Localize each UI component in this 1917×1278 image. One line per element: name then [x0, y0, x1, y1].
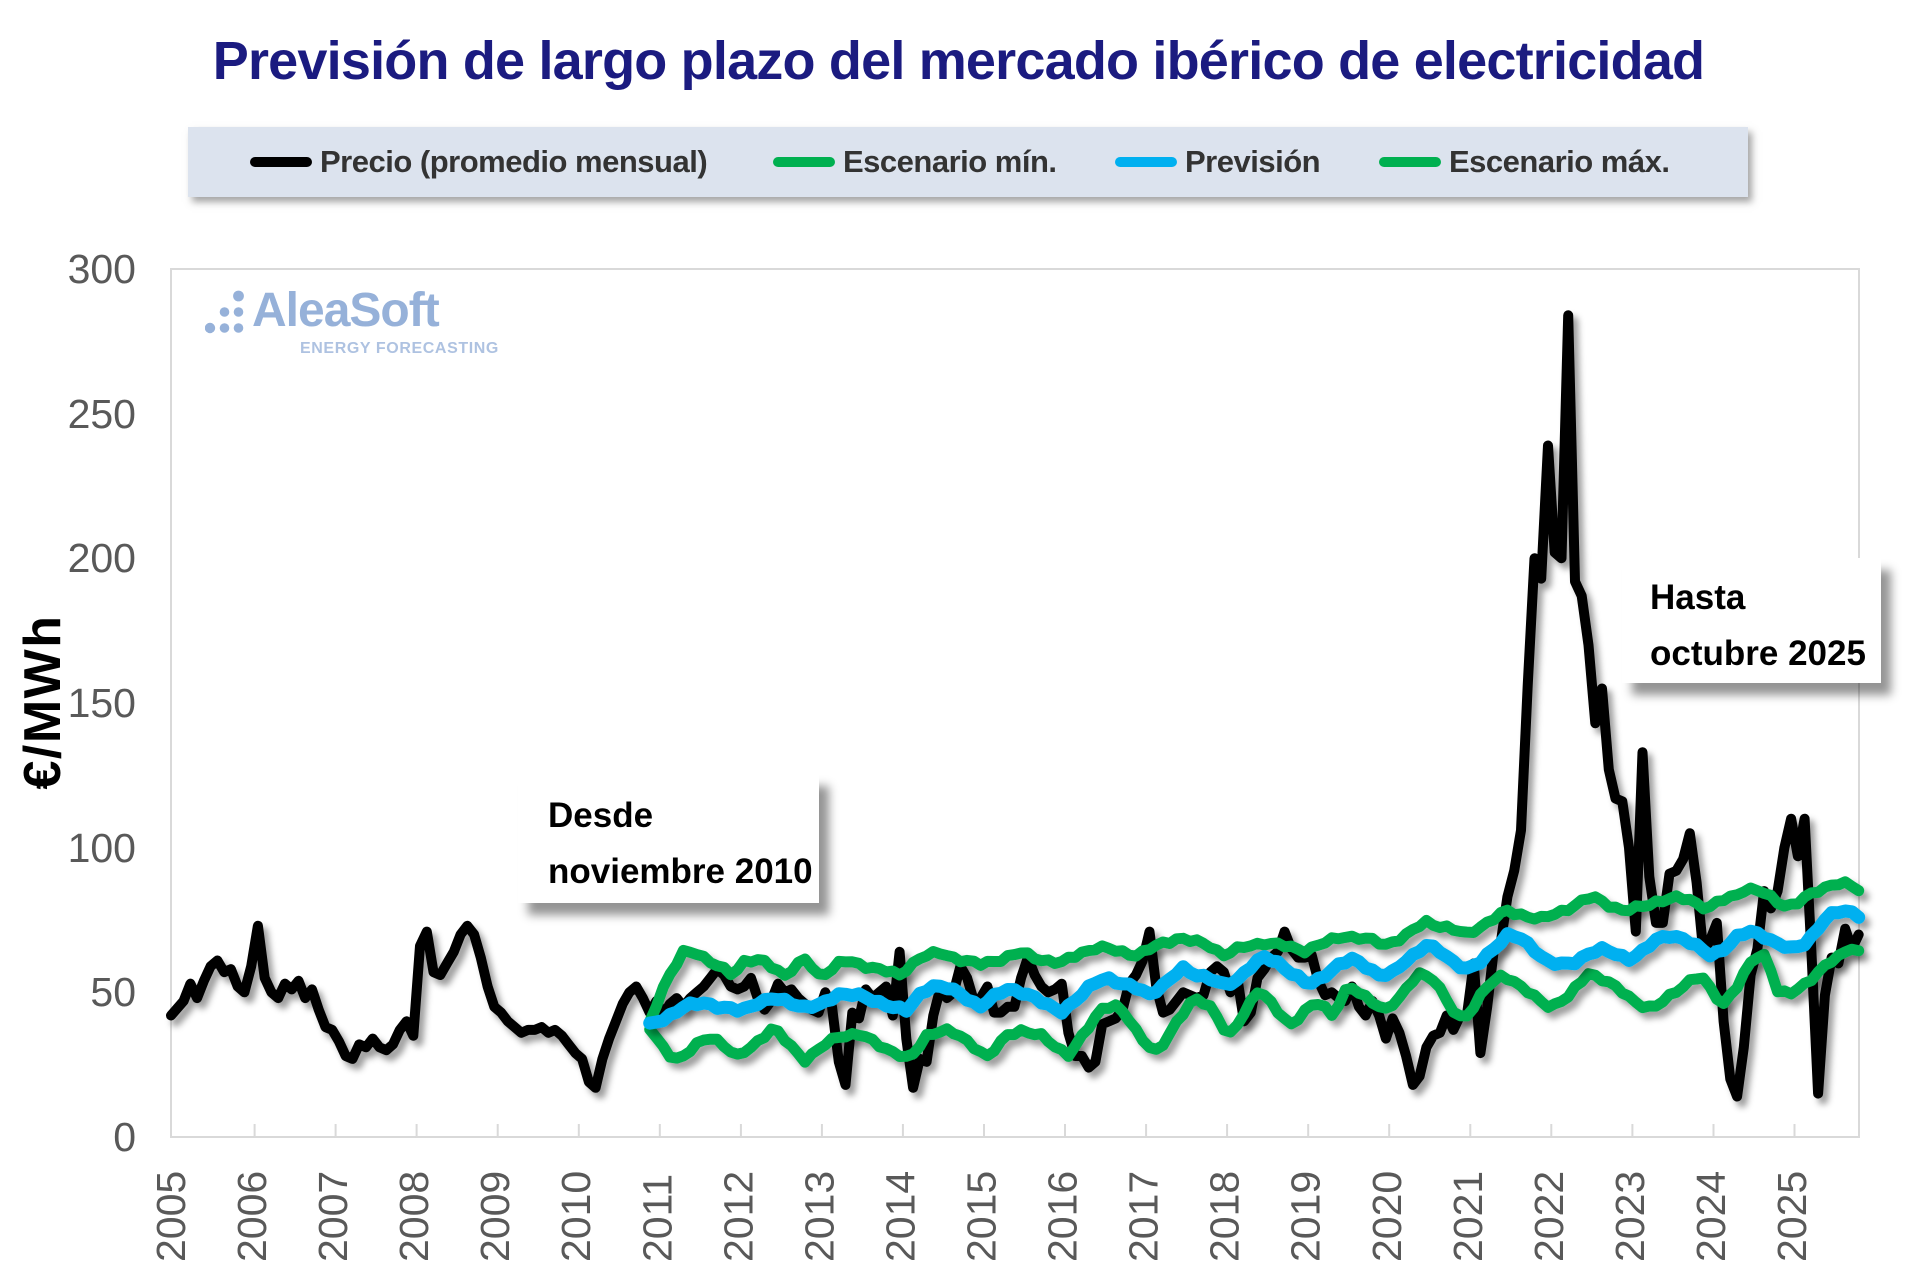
svg-text:0: 0 [113, 1114, 136, 1160]
svg-text:2014: 2014 [877, 1171, 923, 1262]
svg-text:2010: 2010 [553, 1171, 599, 1262]
svg-text:2015: 2015 [959, 1171, 1005, 1262]
svg-text:2024: 2024 [1688, 1171, 1734, 1262]
svg-text:2018: 2018 [1202, 1171, 1248, 1262]
svg-text:2020: 2020 [1364, 1171, 1410, 1262]
svg-text:2017: 2017 [1121, 1171, 1167, 1262]
svg-text:2011: 2011 [634, 1174, 680, 1262]
svg-text:150: 150 [68, 680, 136, 726]
svg-text:2019: 2019 [1283, 1171, 1329, 1262]
svg-text:2007: 2007 [310, 1171, 356, 1262]
svg-text:2012: 2012 [715, 1171, 761, 1262]
svg-text:100: 100 [68, 825, 136, 871]
svg-text:2009: 2009 [472, 1171, 518, 1262]
svg-text:2005: 2005 [148, 1171, 194, 1262]
svg-text:2022: 2022 [1526, 1171, 1572, 1262]
svg-text:2006: 2006 [229, 1171, 275, 1262]
svg-text:2008: 2008 [391, 1171, 437, 1262]
svg-text:2013: 2013 [796, 1171, 842, 1262]
svg-text:2023: 2023 [1607, 1171, 1653, 1262]
svg-text:300: 300 [68, 246, 136, 292]
svg-text:250: 250 [68, 391, 136, 437]
svg-text:2025: 2025 [1769, 1171, 1815, 1262]
svg-text:50: 50 [90, 969, 136, 1015]
svg-text:2021: 2021 [1445, 1171, 1491, 1262]
svg-text:200: 200 [68, 535, 136, 581]
svg-text:2016: 2016 [1040, 1171, 1086, 1262]
